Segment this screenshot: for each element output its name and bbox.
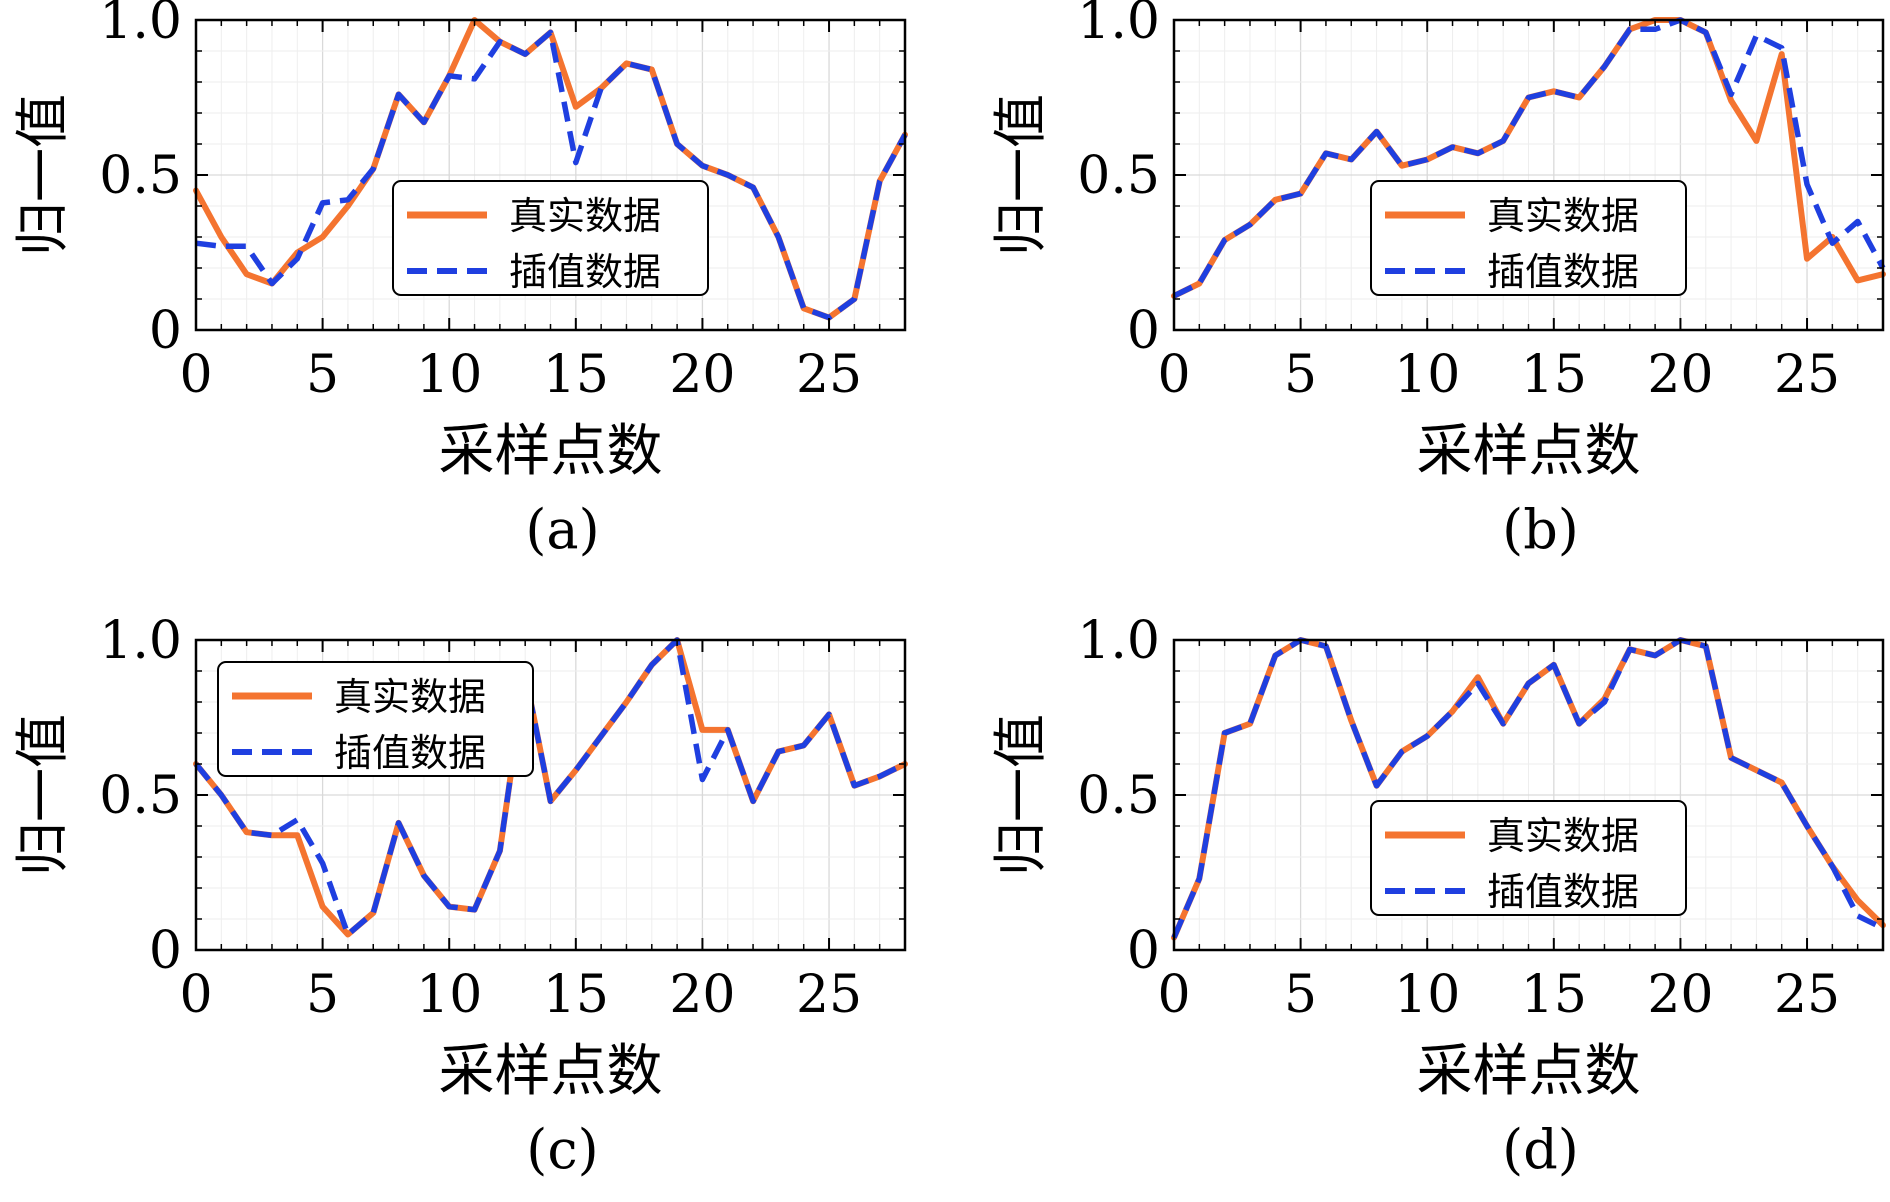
y-tick-label: 0 xyxy=(1127,921,1160,981)
ticks xyxy=(1173,19,1884,331)
x-tick-label: 0 xyxy=(179,345,212,405)
x-tick-label: 10 xyxy=(416,965,482,1025)
x-tick-label: 0 xyxy=(1157,965,1190,1025)
x-axis-label: 采样点数 xyxy=(439,1039,663,1104)
y-tick-label: 1.0 xyxy=(99,611,182,671)
x-tick-label: 25 xyxy=(1774,345,1840,405)
y-tick-label: 0 xyxy=(149,921,182,981)
y-tick-label: 1.0 xyxy=(1077,0,1160,51)
series-line-interpolated xyxy=(1171,637,1885,939)
x-tick-label: 0 xyxy=(1157,345,1190,405)
x-tick-label: 15 xyxy=(543,345,609,405)
legend-label-real: 真实数据 xyxy=(509,194,661,238)
x-tick-label: 10 xyxy=(416,345,482,405)
panel-label: (a) xyxy=(525,498,599,561)
legend-label-interpolated: 插值数据 xyxy=(1487,250,1639,294)
legend-label-interpolated: 插值数据 xyxy=(1487,870,1639,914)
x-axis-label: 采样点数 xyxy=(439,419,663,484)
x-tick-label: 5 xyxy=(306,965,339,1025)
x-tick-label: 10 xyxy=(1394,345,1460,405)
legend-label-real: 真实数据 xyxy=(334,675,486,719)
series-group xyxy=(1171,17,1886,299)
series-group xyxy=(1171,637,1886,941)
x-tick-label: 5 xyxy=(1284,345,1317,405)
y-axis-label: 归一值 xyxy=(11,94,74,256)
legend-box xyxy=(217,661,534,777)
x-tick-label: 20 xyxy=(669,345,735,405)
legend-label-interpolated: 插值数据 xyxy=(334,731,486,775)
x-tick-label: 20 xyxy=(669,965,735,1025)
legend-label-real: 真实数据 xyxy=(1487,814,1639,858)
y-tick-label: 1.0 xyxy=(1077,611,1160,671)
ticks xyxy=(195,19,906,331)
y-tick-label: 0 xyxy=(1127,301,1160,361)
x-axis-label: 采样点数 xyxy=(1417,419,1641,484)
x-tick-label: 20 xyxy=(1647,965,1713,1025)
legend-box xyxy=(392,180,709,296)
series-group xyxy=(193,637,908,938)
panel-label: (b) xyxy=(1502,498,1579,561)
legend-label-interpolated: 插值数据 xyxy=(509,250,661,294)
legend-label-real: 真实数据 xyxy=(1487,194,1639,238)
ticks xyxy=(195,639,906,951)
legend-box xyxy=(1370,800,1687,916)
x-tick-label: 5 xyxy=(1284,965,1317,1025)
y-tick-label: 1.0 xyxy=(99,0,182,51)
series-line-interpolated xyxy=(193,637,907,938)
x-tick-label: 15 xyxy=(1521,345,1587,405)
x-tick-label: 25 xyxy=(1774,965,1840,1025)
panel-label: (d) xyxy=(1502,1118,1579,1181)
legend-box xyxy=(1370,180,1687,296)
x-tick-label: 10 xyxy=(1394,965,1460,1025)
y-tick-label: 0.5 xyxy=(1077,146,1160,206)
x-tick-label: 25 xyxy=(796,345,862,405)
panel-label: (c) xyxy=(526,1118,598,1181)
y-axis-label: 归一值 xyxy=(11,714,74,876)
x-tick-label: 25 xyxy=(796,965,862,1025)
ticks xyxy=(1173,639,1884,951)
series-line-interpolated xyxy=(1172,17,1886,299)
x-tick-label: 15 xyxy=(1521,965,1587,1025)
x-tick-label: 20 xyxy=(1647,345,1713,405)
y-tick-label: 0 xyxy=(149,301,182,361)
x-tick-label: 0 xyxy=(179,965,212,1025)
y-tick-label: 0.5 xyxy=(1077,766,1160,826)
y-tick-label: 0.5 xyxy=(99,146,182,206)
x-tick-label: 15 xyxy=(543,965,609,1025)
x-tick-label: 5 xyxy=(306,345,339,405)
y-tick-label: 0.5 xyxy=(99,766,182,826)
y-axis-label: 归一值 xyxy=(989,94,1052,256)
y-axis-label: 归一值 xyxy=(989,714,1052,876)
x-axis-label: 采样点数 xyxy=(1417,1039,1641,1104)
series-group xyxy=(193,17,908,321)
series-line-interpolated xyxy=(195,29,908,321)
